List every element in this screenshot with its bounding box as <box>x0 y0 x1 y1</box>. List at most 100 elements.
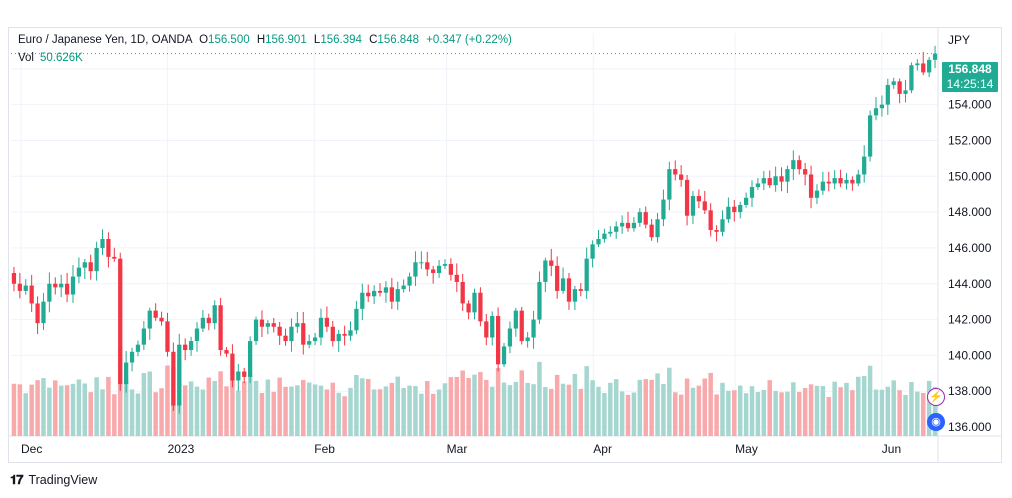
candle-body <box>673 169 678 175</box>
candle-body <box>549 260 554 266</box>
candle-body <box>749 187 755 198</box>
candle-body <box>141 328 146 345</box>
volume-bar <box>495 367 501 436</box>
candle-body <box>271 323 276 327</box>
candle-body <box>702 201 707 211</box>
candle-body <box>171 351 176 406</box>
candle-body <box>106 238 111 257</box>
volume-bar <box>726 390 731 436</box>
candle-body <box>194 328 200 342</box>
tradingview-logo-icon: 𝟏𝟕 <box>10 472 24 487</box>
candle-body <box>808 174 814 198</box>
volume-bar <box>631 392 637 436</box>
volume-bar <box>253 380 259 436</box>
candle-body <box>755 183 761 188</box>
candle-body <box>891 81 896 85</box>
candle-body <box>53 283 58 288</box>
candle-body <box>47 283 52 302</box>
candle-body <box>838 178 843 184</box>
volume-label[interactable]: Vol <box>18 52 34 64</box>
volume-bar <box>425 381 430 436</box>
flash-icon[interactable]: ⚡ <box>927 388 945 406</box>
candle-body <box>336 333 341 342</box>
volume-bar <box>596 386 601 436</box>
volume-bar <box>64 385 70 436</box>
candle-body <box>779 176 784 182</box>
candle-body <box>915 63 920 66</box>
volume-bar <box>277 377 282 436</box>
candlestick-chart[interactable]: 136.000 138.000 140.000 142.000 144.000 146.0… <box>8 27 1002 463</box>
volume-bar <box>602 393 607 436</box>
volume-bar <box>749 386 755 436</box>
volume-bar <box>318 385 324 436</box>
volume-bar <box>791 382 796 436</box>
volume-bar <box>785 391 790 436</box>
volume-bar <box>70 383 76 436</box>
volume-bar <box>224 386 229 436</box>
time-tick-label: Feb <box>314 442 335 456</box>
symbol-title[interactable]: Euro / Japanese Yen, 1D, OANDA <box>18 34 192 46</box>
volume-bar <box>324 389 330 436</box>
volume-bar <box>649 379 654 436</box>
candle-body <box>389 287 394 302</box>
candle-body <box>714 230 719 232</box>
candle-body <box>183 344 188 351</box>
currency-label[interactable]: JPY <box>948 33 971 47</box>
candle-body <box>826 181 831 184</box>
volume-bar <box>797 391 802 436</box>
candle-body <box>253 319 259 342</box>
candle-body <box>448 264 454 275</box>
candle-body <box>153 310 158 318</box>
high-value: 156.901 <box>265 34 307 46</box>
volume-bar <box>850 390 855 436</box>
close-key: C <box>369 34 378 46</box>
volume-bar <box>295 385 300 436</box>
candle-body <box>330 326 335 342</box>
bar-countdown: 14:25:14 <box>946 77 994 91</box>
candle-body <box>159 317 164 322</box>
volume-bar <box>590 380 595 436</box>
candle-body <box>242 371 247 377</box>
volume-bar <box>578 388 584 436</box>
brand-name: TradingView <box>28 473 98 487</box>
candle-body <box>655 219 660 238</box>
candle-body <box>395 289 400 302</box>
high-key: H <box>256 34 266 46</box>
volume-bar <box>684 378 690 436</box>
volume-bar <box>879 389 885 436</box>
volume-bar <box>11 383 17 436</box>
tradingview-logo[interactable]: 𝟏𝟕 TradingView <box>10 472 97 488</box>
candle-body <box>478 292 483 322</box>
volume-bar <box>360 378 365 436</box>
candle-body <box>885 84 890 105</box>
volume-bar <box>230 378 235 436</box>
volume-bar <box>572 373 578 436</box>
candle-body <box>29 285 34 304</box>
candle-body <box>129 351 135 363</box>
volume-bar <box>832 381 837 436</box>
volume-bar <box>330 382 336 436</box>
candle-body <box>696 195 701 202</box>
volume-bar <box>312 384 318 436</box>
candle-body <box>484 321 489 338</box>
candle-body <box>643 212 648 225</box>
candle-body <box>283 335 288 342</box>
volume-bar <box>873 389 879 436</box>
volume-bar <box>625 394 631 436</box>
candle-body <box>70 276 76 295</box>
time-tick-label: 2023 <box>168 442 195 456</box>
close-value: 156.848 <box>377 34 419 46</box>
candle-body <box>873 108 879 116</box>
candle-body <box>224 350 229 354</box>
candle-body <box>637 212 642 223</box>
candle-body <box>584 258 589 291</box>
candle-body <box>466 303 471 313</box>
globe-icon[interactable]: ◉ <box>927 413 945 431</box>
volume-bar <box>194 386 200 436</box>
volume-bar <box>484 379 489 436</box>
candle-body <box>100 238 105 248</box>
time-tick-label: Apr <box>593 442 612 456</box>
candle-body <box>348 330 353 336</box>
candle-body <box>454 274 459 282</box>
candle-body <box>909 65 914 91</box>
